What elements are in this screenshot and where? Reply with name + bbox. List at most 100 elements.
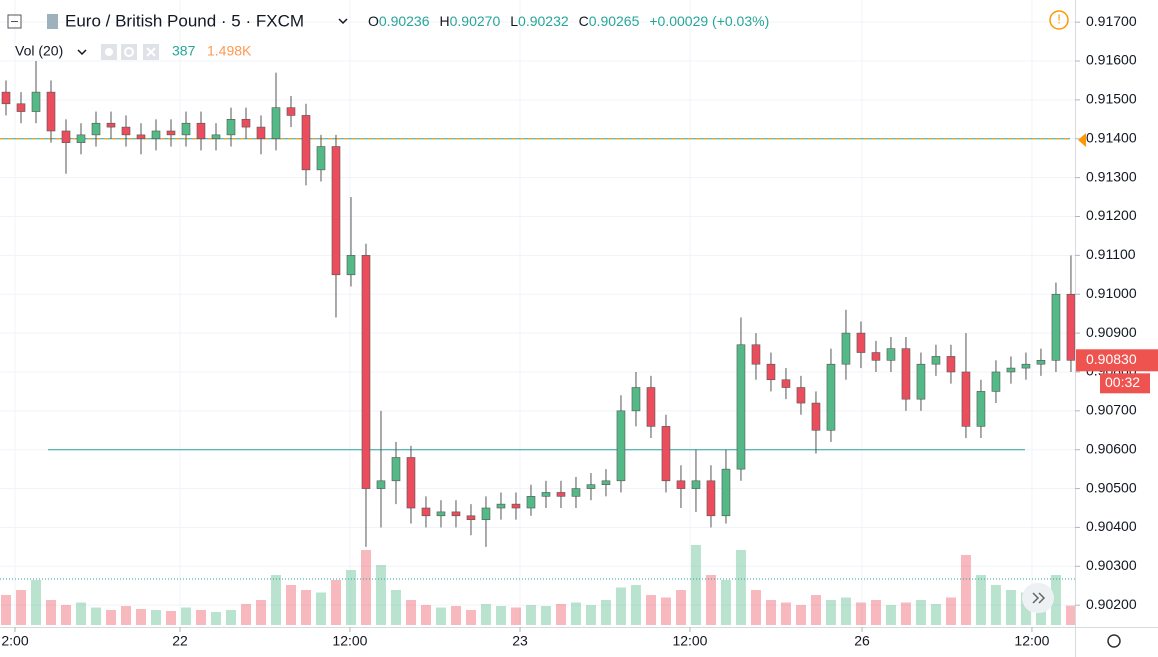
- eye-icon: [105, 48, 113, 56]
- candle-body: [826, 363, 836, 431]
- scroll-right-icon: [1032, 592, 1046, 604]
- ohlc-item: C0.90265: [579, 13, 640, 29]
- y-tick-label: 0.91200: [1086, 207, 1137, 223]
- candle-body: [841, 332, 851, 365]
- candle-body: [136, 134, 146, 140]
- volume-bar: [240, 604, 251, 625]
- candle-body: [601, 480, 611, 485]
- volume-bar: [525, 605, 536, 625]
- ohlc-item: +0.00029 (+0.03%): [649, 13, 769, 29]
- volume-bar: [765, 600, 776, 625]
- y-tick-label: 0.91500: [1086, 91, 1137, 107]
- x-tick-label: 22: [172, 633, 188, 649]
- y-tick-label: 0.91700: [1086, 13, 1137, 29]
- candle-body: [436, 511, 446, 517]
- volume-bar: [675, 590, 686, 625]
- volume-bar: [825, 600, 836, 625]
- volume-bar: [1050, 575, 1061, 625]
- volume-bar: [135, 609, 146, 625]
- ohlc-label: L: [510, 13, 518, 29]
- volume-bar: [315, 592, 326, 625]
- collapse-icon[interactable]: [7, 14, 22, 29]
- volume-bar: [975, 575, 986, 625]
- candle-body: [871, 352, 881, 361]
- volume-bar: [465, 610, 476, 625]
- ohlc-value: 0.90232: [518, 13, 569, 29]
- candle-body: [661, 426, 671, 482]
- ohlc-value: 0.90265: [589, 13, 640, 29]
- volume-bar: [390, 590, 401, 625]
- candle-body: [901, 348, 911, 400]
- volume-bar: [330, 580, 341, 625]
- volume-bar: [540, 606, 551, 625]
- candle-body: [676, 480, 686, 489]
- settings-gear[interactable]: [1107, 634, 1121, 648]
- volume-bar: [570, 602, 581, 625]
- volume-bar: [435, 607, 446, 625]
- candle-body: [916, 363, 926, 400]
- candle-body: [46, 91, 56, 132]
- candle-body: [256, 126, 266, 140]
- volume-bar: [645, 595, 656, 625]
- candle-body: [76, 134, 86, 143]
- candle-body: [751, 344, 761, 365]
- volume-bar: [0, 595, 11, 625]
- volume-bar: [900, 602, 911, 625]
- volume-bar: [855, 602, 866, 625]
- volume-bar: [615, 587, 626, 625]
- volume-bar: [165, 611, 176, 625]
- volume-bar: [360, 550, 371, 625]
- volume-bar: [585, 605, 596, 625]
- candle-body: [181, 122, 191, 136]
- volume-bar: [735, 550, 746, 625]
- candle-body: [616, 410, 626, 482]
- volume-bar: [270, 575, 281, 625]
- candle-body: [226, 119, 236, 136]
- y-tick-label: 0.90900: [1086, 324, 1137, 340]
- volume-bar: [660, 597, 671, 625]
- symbol-title[interactable]: Euro / British Pound · 5 · FXCM: [65, 11, 304, 30]
- ohlc-value: 0.90236: [379, 13, 430, 29]
- volume-bar: [630, 585, 641, 625]
- volume-bar: [15, 590, 26, 625]
- candle-body: [1066, 293, 1076, 361]
- candle-body: [271, 107, 281, 140]
- candle-body: [406, 457, 416, 509]
- candle-body: [331, 146, 341, 276]
- volume-bar: [810, 595, 821, 625]
- volume-menu-chevron[interactable]: [77, 49, 87, 56]
- x-tick-label: 23: [512, 633, 528, 649]
- candle-body: [811, 402, 821, 431]
- volume-bar: [555, 604, 566, 625]
- y-tick-label: 0.90400: [1086, 518, 1137, 534]
- x-tick-label: 12:00: [332, 633, 367, 649]
- volume-bar: [90, 607, 101, 625]
- candle-body: [586, 484, 596, 489]
- y-tick-label: 0.91400: [1086, 129, 1137, 145]
- volume-bar: [930, 604, 941, 625]
- volume-bar: [690, 545, 701, 625]
- candle-body: [31, 91, 41, 112]
- candle-body: [211, 134, 221, 140]
- volume-bar: [450, 606, 461, 625]
- settings-button[interactable]: [121, 44, 137, 60]
- current-price-label: 0.90830: [1086, 351, 1137, 367]
- ohlc-value: +0.00029 (+0.03%): [649, 13, 769, 29]
- volume-bar: [720, 580, 731, 625]
- volume-bar: [795, 605, 806, 625]
- ohlc-value: 0.90270: [450, 13, 501, 29]
- alert-icon[interactable]: [1049, 10, 1069, 30]
- candle-body: [391, 457, 401, 482]
- candle-body: [316, 146, 326, 171]
- candle-body: [541, 492, 551, 497]
- volume-bar: [420, 605, 431, 625]
- volume-bar: [945, 597, 956, 625]
- volume-name[interactable]: Vol (20): [15, 43, 63, 59]
- ohlc-label: O: [368, 13, 379, 29]
- symbol-menu-chevron[interactable]: [338, 18, 348, 25]
- volume-average: 1.498K: [207, 43, 252, 59]
- volume-bar: [255, 600, 266, 625]
- candle-body: [886, 348, 896, 361]
